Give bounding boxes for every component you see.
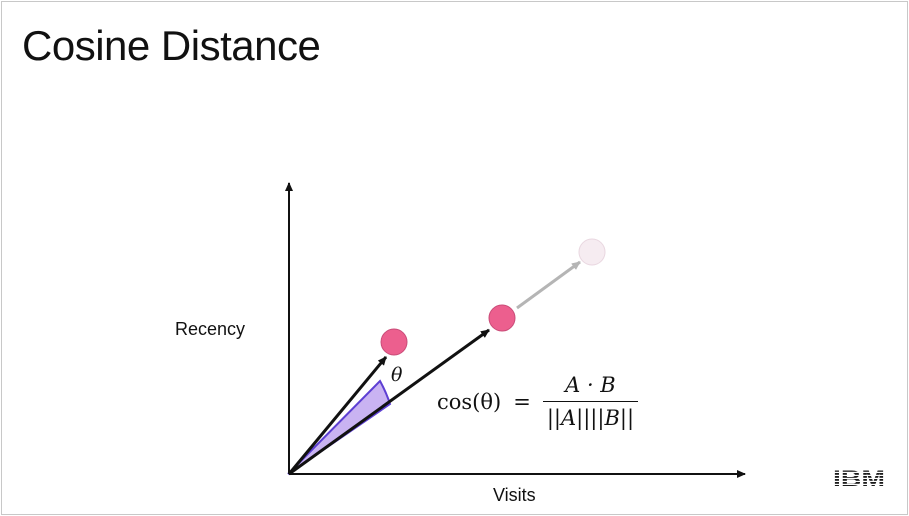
point-a [380, 328, 408, 356]
logo-text: IBM [833, 467, 885, 489]
vector-a [287, 356, 388, 475]
formula-fraction: A · B ||A||||B|| [542, 373, 639, 430]
vector-b [288, 328, 490, 476]
cosine-formula: cos(θ) = A · B ||A||||B|| [437, 373, 639, 430]
fraction-bar [542, 401, 639, 402]
angle-label: θ [391, 364, 403, 386]
angle-wedge [288, 381, 390, 474]
slide-title: Cosine Distance [22, 22, 321, 69]
formula-lhs: cos(θ) [437, 389, 502, 414]
x-axis-label: Visits [493, 485, 536, 505]
point-b-scaled-faded [578, 238, 606, 266]
vector-extension [516, 260, 581, 310]
formula-denominator: ||A||||B|| [546, 406, 635, 430]
ibm-logo: IBM [833, 467, 885, 489]
y-axis-label: Recency [175, 319, 246, 339]
formula-equals: = [513, 389, 531, 414]
point-b [488, 304, 516, 332]
formula-numerator: A · B [565, 373, 616, 397]
angle-arc [287, 379, 392, 475]
